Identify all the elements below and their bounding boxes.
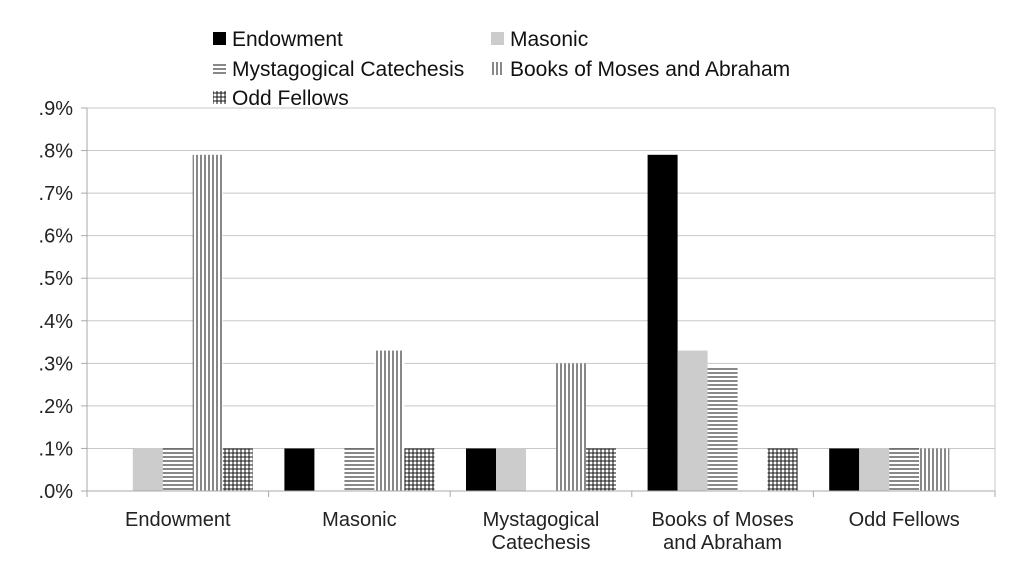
y-tick-label: .3% [39, 353, 74, 375]
bar-mystagogical-catechesis-odd-fellows [889, 448, 920, 491]
bar-mystagogical-catechesis-books-of-moses-and-abraham [707, 367, 738, 491]
y-axis-ticks: .0% .1% .2% .3% .4% .5% .6% .7% .8% .9% [39, 98, 87, 503]
legend-label: Books of Moses and Abraham [510, 58, 790, 81]
bar-masonic-odd-fellows [859, 448, 890, 491]
x-category-label: Mystagogical Catechesis [483, 509, 600, 554]
bar-odd-fellows-mystagogical-catecheses [586, 448, 616, 491]
bar-mystagogical-catechesis-endowment [162, 448, 193, 491]
legend-item-masonic: Masonic [491, 28, 588, 51]
bar-books-of-moses-and-abraham-masonic [374, 350, 405, 491]
legend-item-mystagogical-catechesis: Mystagogical Catechesis [213, 58, 464, 81]
gridlines [87, 107, 995, 492]
bars [132, 154, 950, 492]
bar-odd-fellows-masonic [404, 448, 435, 491]
bar-masonic-endowment [132, 448, 163, 491]
y-tick-label: .5% [39, 268, 74, 290]
bar-books-of-moses-and-abraham-mystagogical-catecheses [556, 363, 586, 491]
legend-swatch [213, 32, 226, 45]
bar-odd-fellows-books-of-moses-and-abraham [767, 448, 798, 491]
legend: Endowment Masonic Mystagogical Catechesis B… [213, 28, 790, 110]
x-category-label: Odd Fellows [849, 509, 960, 531]
legend-label: Odd Fellows [232, 87, 349, 110]
bar-books-of-moses-and-abraham-odd-fellows [919, 448, 950, 491]
bar-endowment-masonic [284, 448, 315, 491]
bar-masonic-books-of-moses-and-abraham [677, 350, 708, 491]
y-tick-label: .6% [39, 226, 74, 248]
bar-endowment-mystagogical-catecheses [466, 448, 496, 491]
legend-item-books-of-moses-and-abraham: Books of Moses and Abraham [491, 58, 790, 81]
x-category-label: Books of Moses and Abraham [651, 509, 793, 554]
y-tick-label: .2% [39, 396, 74, 418]
legend-label: Endowment [232, 28, 343, 51]
bar-endowment-odd-fellows [829, 448, 860, 491]
legend-swatch [213, 62, 226, 75]
y-tick-label: .1% [39, 438, 74, 460]
legend-item-endowment: Endowment [213, 28, 343, 51]
x-axis-labels: Endowment Masonic Mystagogical Catechesis Bo… [125, 509, 960, 554]
legend-label: Mystagogical Catechesis [232, 58, 464, 81]
bar-mystagogical-catechesis-masonic [344, 448, 375, 491]
legend-label: Masonic [510, 28, 588, 51]
bar-masonic-mystagogical-catecheses [496, 448, 526, 491]
axes [86, 108, 996, 497]
y-tick-label: .4% [39, 311, 74, 333]
bar-odd-fellows-endowment [222, 448, 253, 491]
bar-endowment-books-of-moses-and-abraham [647, 154, 678, 492]
legend-swatch [491, 62, 504, 75]
bar-books-of-moses-and-abraham-endowment [192, 154, 223, 492]
y-tick-label: .8% [39, 141, 74, 163]
y-tick-label: .7% [39, 183, 74, 205]
x-category-label: Masonic [322, 509, 396, 531]
legend-swatch [491, 32, 504, 45]
y-tick-label: .9% [39, 98, 74, 120]
x-category-label: Endowment [125, 509, 231, 531]
legend-swatch [213, 91, 226, 104]
legend-item-odd-fellows: Odd Fellows [213, 87, 349, 110]
y-tick-label: .0% [39, 481, 74, 503]
